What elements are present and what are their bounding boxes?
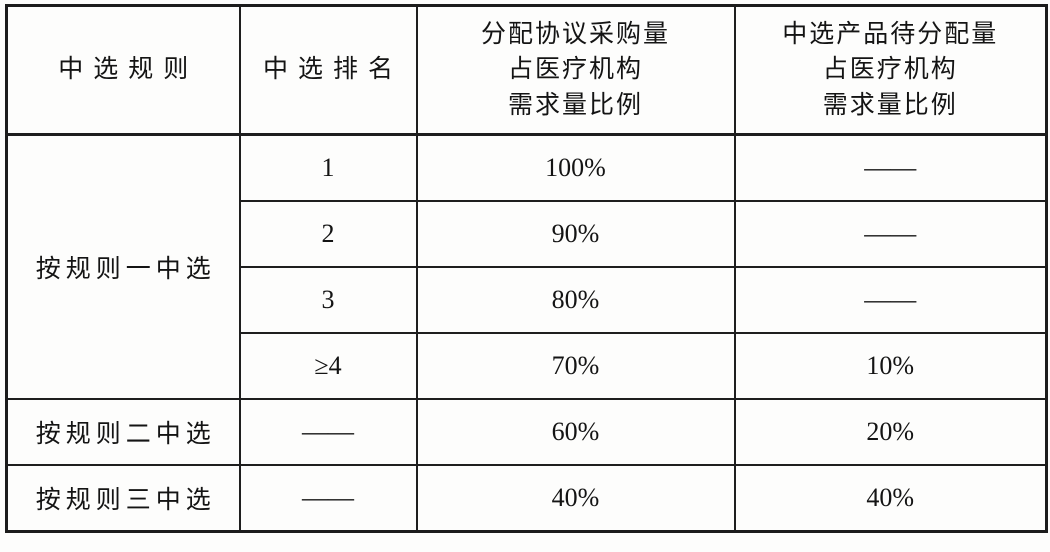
table-row: 3 80% —— [7,266,1048,334]
cell-pending-ratio: —— [733,266,1048,334]
document-page: 中选规则 中选排名 分配协议采购量 占医疗机构 需求量比例 中选产品待分配量 占… [0,4,1050,552]
cell-rank: —— [238,398,418,466]
table-row: 2 90% —— [7,200,1048,268]
header-agreement-ratio: 分配协议采购量 占医疗机构 需求量比例 [415,4,736,136]
table-row: 按规则一中选 1 100% —— [5,133,1048,400]
header-row: 中选规则 中选排名 分配协议采购量 占医疗机构 需求量比例 中选产品待分配量 占… [5,4,1048,136]
cell-agreement-ratio: 70% [415,332,736,400]
cell-pending-ratio: —— [733,133,1048,202]
cell-rule-two: 按规则二中选 [5,398,241,466]
cell-agreement-ratio: 60% [415,398,736,466]
table-row: ≥4 70% 10% [7,332,1048,400]
cell-pending-ratio: 10% [733,332,1048,400]
header-pending-ratio: 中选产品待分配量 占医疗机构 需求量比例 [733,4,1048,136]
cell-agreement-ratio: 40% [415,464,736,533]
cell-rule-three: 按规则三中选 [5,464,241,533]
selection-allocation-table: 中选规则 中选排名 分配协议采购量 占医疗机构 需求量比例 中选产品待分配量 占… [5,4,1048,533]
header-selection-rule: 中选规则 [5,4,241,136]
cell-rank: —— [238,464,418,533]
cell-agreement-ratio: 90% [415,200,736,268]
cell-agreement-ratio: 80% [415,266,736,334]
table-row: 按规则三中选 —— 40% 40% [5,464,1048,533]
cell-rank: 2 [238,200,418,268]
cell-pending-ratio: —— [733,200,1048,268]
cell-agreement-ratio: 100% [415,133,736,202]
cell-rank: 3 [238,266,418,334]
cell-pending-ratio: 40% [733,464,1048,533]
cell-rank: 1 [238,133,418,202]
cell-pending-ratio: 20% [733,398,1048,466]
header-selection-rank: 中选排名 [238,4,418,136]
cell-rank: ≥4 [238,332,418,400]
table-row: 按规则二中选 —— 60% 20% [5,398,1048,466]
cell-rule-one: 按规则一中选 [5,133,241,400]
